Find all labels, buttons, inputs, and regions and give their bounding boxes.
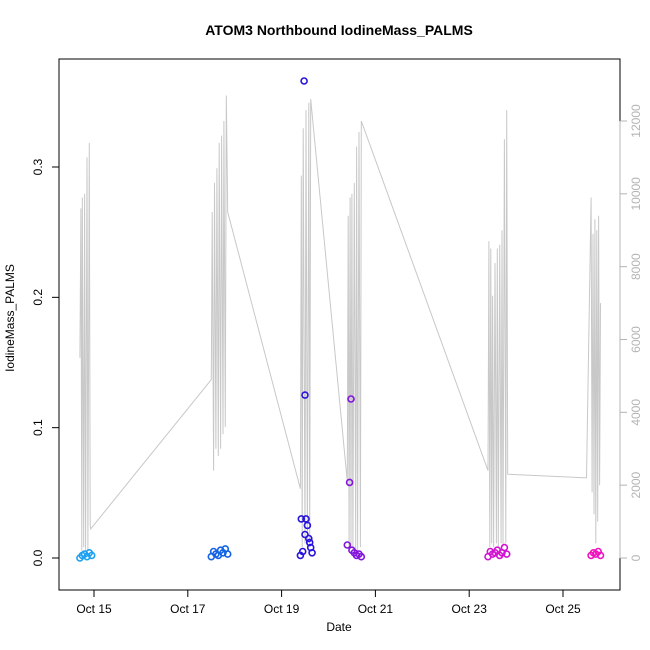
y2-tick-label: 4000 xyxy=(629,399,643,426)
y2-tick-label: 6000 xyxy=(629,326,643,353)
data-point xyxy=(308,548,316,557)
data-point xyxy=(500,543,509,552)
y-axis-label: IodineMass_PALMS xyxy=(3,264,17,372)
x-tick-label: Oct 19 xyxy=(264,602,300,616)
data-point xyxy=(357,552,366,561)
data-point xyxy=(87,551,96,560)
altitude-trace xyxy=(79,95,601,551)
x-axis: Oct 15 Oct 17 Oct 19 Oct 21 Oct 23 Oct 25 xyxy=(76,589,581,616)
y2-tick-label: 8000 xyxy=(629,253,643,280)
data-point xyxy=(301,530,309,539)
y2-tick-label: 10000 xyxy=(629,177,643,211)
data-point xyxy=(502,550,511,558)
y2-tick-label: 2000 xyxy=(629,471,643,498)
data-point xyxy=(297,515,306,523)
x-tick-label: Oct 21 xyxy=(358,602,394,616)
data-point xyxy=(300,77,308,85)
y-axis-right: 0 2000 4000 6000 8000 10000 12000 xyxy=(619,104,643,561)
y2-tick-label: 12000 xyxy=(629,104,643,138)
y-tick-label: 0.1 xyxy=(31,419,45,436)
data-point xyxy=(298,547,307,556)
x-axis-label: Date xyxy=(326,620,352,634)
y-tick-label: 0.0 xyxy=(31,549,45,566)
data-point xyxy=(343,541,352,549)
plot-frame xyxy=(58,58,621,591)
y-tick-label: 0.3 xyxy=(31,158,45,175)
chart-title: ATOM3 Northbound IodineMass_PALMS xyxy=(205,22,473,38)
data-point xyxy=(301,391,309,399)
data-points xyxy=(76,77,605,562)
y2-tick-label: 0 xyxy=(629,554,643,561)
y-axis-left: 0.0 0.1 0.2 0.3 xyxy=(31,158,60,566)
altitude-trace-line xyxy=(79,95,601,551)
x-tick-label: Oct 15 xyxy=(76,602,112,616)
x-tick-label: Oct 17 xyxy=(170,602,206,616)
data-point xyxy=(303,521,312,530)
data-point xyxy=(223,550,232,558)
y-tick-label: 0.2 xyxy=(31,289,45,306)
data-point xyxy=(345,478,354,487)
x-tick-label: Oct 23 xyxy=(452,602,488,616)
data-point xyxy=(304,534,313,543)
data-point xyxy=(347,395,355,403)
x-tick-label: Oct 25 xyxy=(545,602,581,616)
data-point xyxy=(596,551,605,560)
